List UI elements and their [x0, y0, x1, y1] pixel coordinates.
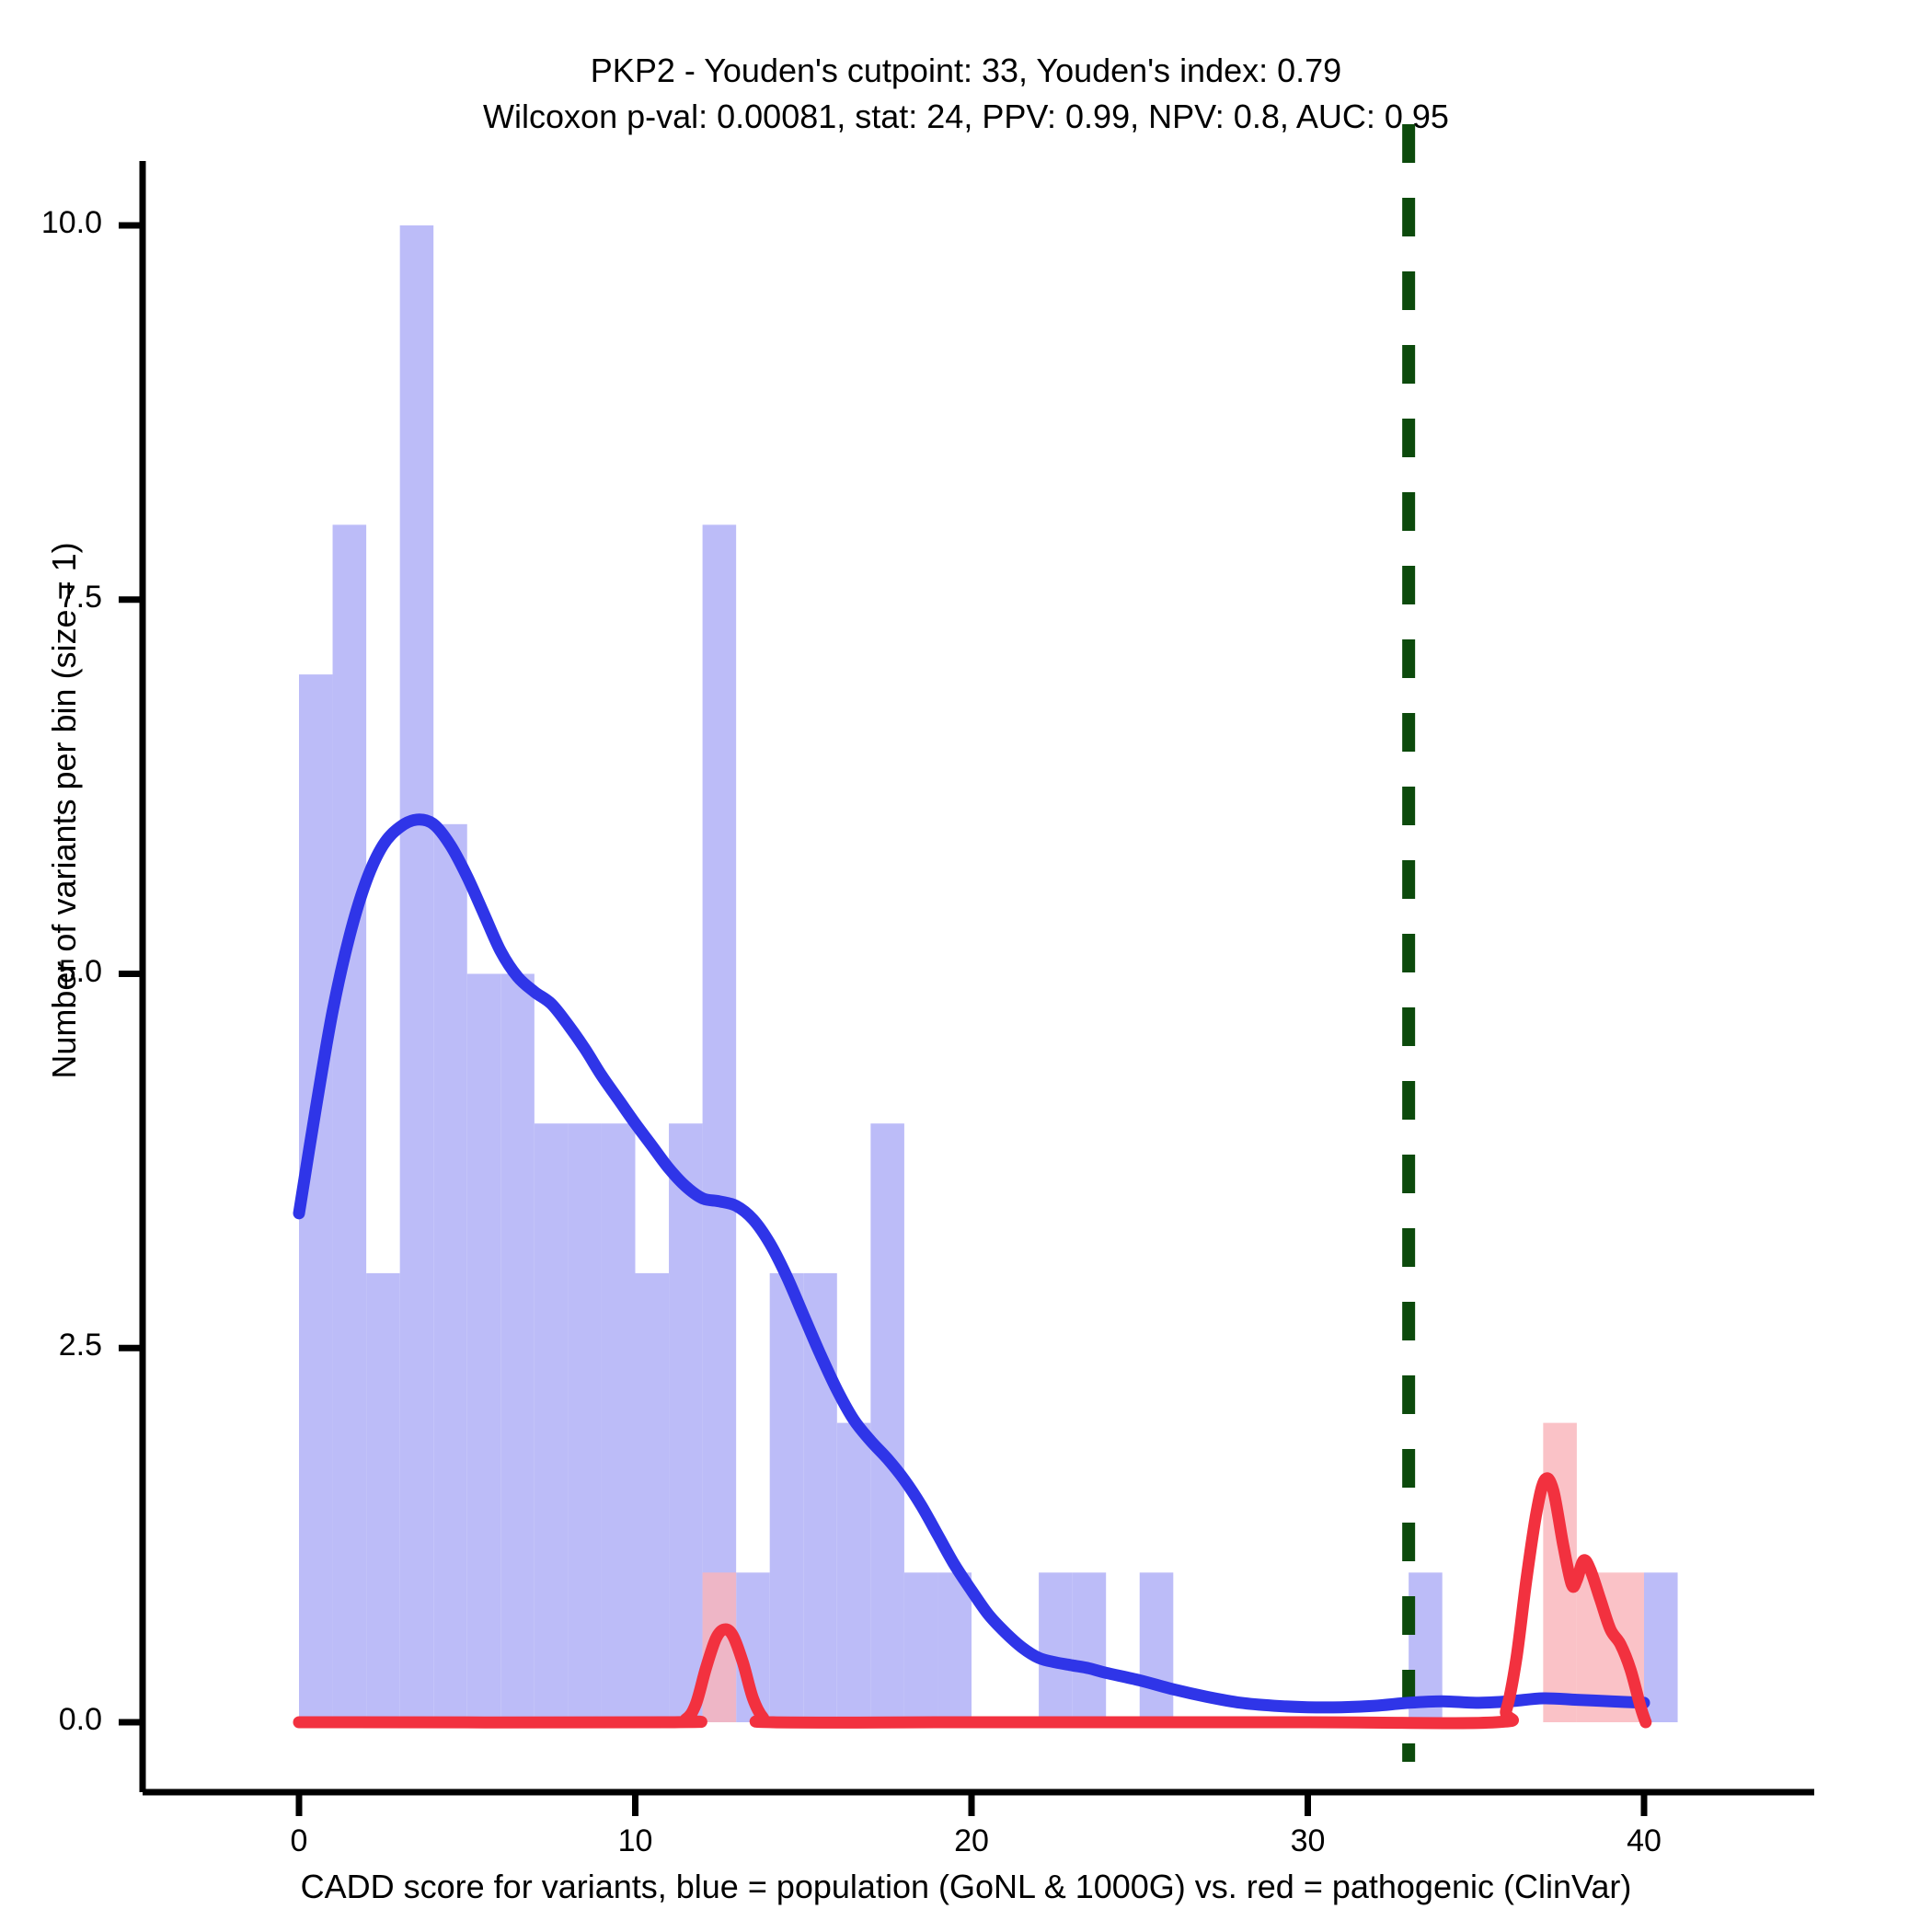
chart-title-line-1: PKP2 - Youden's cutpoint: 33, Youden's i…: [590, 52, 1342, 89]
population-bar: [635, 1272, 670, 1722]
population-bar: [702, 524, 737, 1722]
population-bar: [903, 1572, 938, 1722]
population-histogram-bars: [299, 225, 1678, 1722]
population-bar: [769, 1272, 804, 1722]
population-bar: [433, 823, 467, 1722]
population-bar: [1072, 1572, 1107, 1722]
chart-title-line-2: Wilcoxon p-val: 0.00081, stat: 24, PPV: …: [483, 97, 1449, 135]
pathogenic-density-curve: [293, 1472, 1652, 1730]
y-tick-label: 5.0: [58, 953, 102, 989]
axis-lines: [119, 161, 1814, 1816]
population-bar: [568, 1123, 602, 1722]
x-tick-label: 30: [1290, 1823, 1326, 1858]
x-tick-label: 10: [617, 1823, 653, 1858]
population-bar: [601, 1123, 636, 1722]
y-tick-label: 7.5: [58, 579, 102, 615]
population-bar: [669, 1123, 703, 1722]
population-bar: [1139, 1572, 1174, 1722]
population-bar: [366, 1272, 400, 1722]
x-tick-label: 20: [954, 1823, 989, 1858]
population-bar: [466, 973, 501, 1722]
chart-title-block: PKP2 - Youden's cutpoint: 33, Youden's i…: [0, 48, 1932, 139]
y-tick-label: 2.5: [58, 1328, 102, 1363]
y-axis-label: Number of variants per bin (size = 1): [45, 542, 83, 1079]
population-bar: [937, 1572, 972, 1722]
population-bar: [870, 1123, 904, 1722]
x-tick-label: 40: [1627, 1823, 1662, 1858]
population-density-curve: [293, 813, 1650, 1714]
population-bar: [399, 225, 434, 1722]
x-tick-label: 0: [290, 1823, 308, 1858]
y-tick-label: 10.0: [40, 205, 102, 240]
population-bar: [836, 1422, 871, 1722]
population-bar: [534, 1123, 569, 1722]
population-bar: [1039, 1572, 1073, 1722]
population-bar: [332, 524, 367, 1722]
x-axis-label: CADD score for variants, blue = populati…: [300, 1868, 1632, 1905]
y-tick-label: 0.0: [58, 1702, 102, 1737]
population-bar: [1644, 1572, 1678, 1722]
population-bar: [500, 973, 535, 1722]
